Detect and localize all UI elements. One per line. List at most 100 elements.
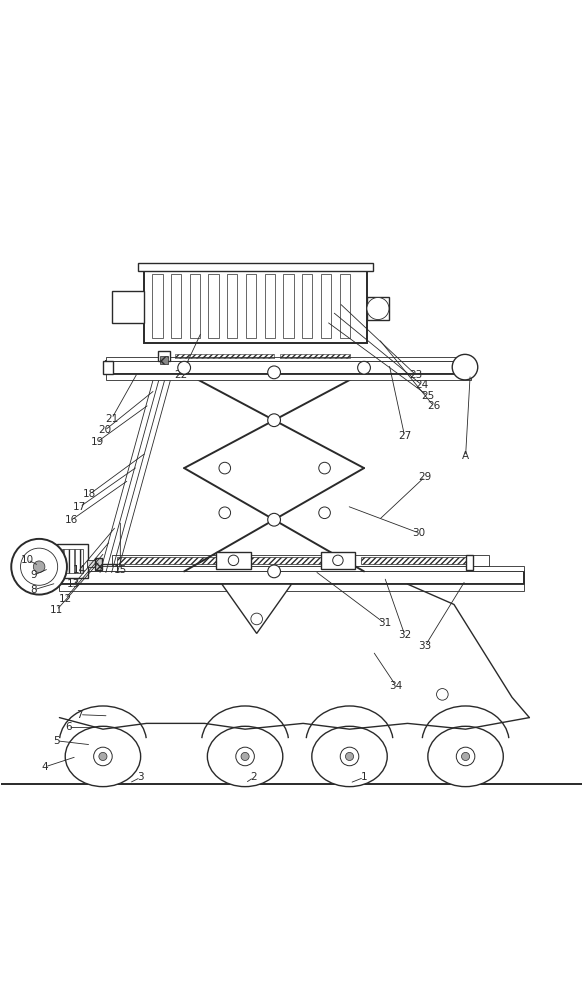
Circle shape xyxy=(340,747,359,766)
Circle shape xyxy=(229,555,238,566)
Text: 20: 20 xyxy=(98,425,111,435)
Circle shape xyxy=(219,462,231,474)
Text: 7: 7 xyxy=(76,710,83,720)
Bar xyxy=(62,549,83,573)
Bar xyxy=(283,274,294,338)
Bar xyxy=(246,274,256,338)
Bar xyxy=(152,274,163,338)
Text: A: A xyxy=(462,451,469,461)
Bar xyxy=(367,297,389,320)
Text: 5: 5 xyxy=(53,736,60,746)
Text: 33: 33 xyxy=(419,641,431,651)
Text: 30: 30 xyxy=(413,528,426,538)
Bar xyxy=(227,274,237,338)
Bar xyxy=(302,274,312,338)
Circle shape xyxy=(437,689,448,700)
Text: 1: 1 xyxy=(361,772,367,782)
Text: 24: 24 xyxy=(416,380,429,390)
Bar xyxy=(466,555,473,570)
Circle shape xyxy=(33,561,45,573)
Bar xyxy=(138,263,373,271)
Text: 15: 15 xyxy=(114,565,127,575)
Bar xyxy=(59,571,524,584)
Text: 12: 12 xyxy=(58,594,72,604)
Bar xyxy=(460,361,470,374)
Text: 8: 8 xyxy=(30,585,37,595)
Text: 22: 22 xyxy=(175,370,188,380)
Text: 6: 6 xyxy=(65,722,72,732)
Bar xyxy=(189,274,200,338)
Text: 29: 29 xyxy=(419,472,431,482)
Bar xyxy=(57,544,89,578)
Circle shape xyxy=(462,752,470,761)
Text: 25: 25 xyxy=(422,391,434,401)
Bar xyxy=(106,361,472,374)
Bar xyxy=(59,566,524,571)
Bar xyxy=(209,274,219,338)
Text: 26: 26 xyxy=(427,401,440,411)
Text: 19: 19 xyxy=(90,437,104,447)
Text: 14: 14 xyxy=(73,565,86,575)
Bar xyxy=(361,557,466,564)
Bar xyxy=(143,271,367,343)
Circle shape xyxy=(268,513,280,526)
Text: 10: 10 xyxy=(21,555,34,565)
Bar xyxy=(280,354,350,358)
Circle shape xyxy=(319,462,331,474)
Bar xyxy=(106,357,472,361)
Text: 27: 27 xyxy=(398,431,411,441)
Bar xyxy=(160,356,168,364)
Text: 32: 32 xyxy=(398,630,411,640)
Circle shape xyxy=(268,366,280,379)
Bar xyxy=(171,274,181,338)
Text: 3: 3 xyxy=(138,772,144,782)
Bar xyxy=(175,354,274,358)
Text: 18: 18 xyxy=(83,489,96,499)
Circle shape xyxy=(367,298,389,320)
Circle shape xyxy=(99,752,107,761)
Bar xyxy=(117,557,350,564)
Ellipse shape xyxy=(312,726,387,787)
Circle shape xyxy=(241,752,249,761)
Bar xyxy=(106,374,472,380)
Text: 17: 17 xyxy=(73,502,86,512)
Ellipse shape xyxy=(65,726,141,787)
Polygon shape xyxy=(222,584,292,633)
Circle shape xyxy=(346,752,353,761)
Text: 34: 34 xyxy=(389,681,403,691)
Text: 4: 4 xyxy=(41,762,48,772)
Circle shape xyxy=(357,361,370,374)
Text: 21: 21 xyxy=(105,414,118,424)
Bar xyxy=(111,291,143,323)
Text: 13: 13 xyxy=(67,579,80,589)
Bar xyxy=(216,552,251,569)
Bar xyxy=(96,558,103,570)
Circle shape xyxy=(268,414,280,427)
Circle shape xyxy=(236,747,254,766)
Circle shape xyxy=(333,555,343,566)
Bar xyxy=(321,552,355,569)
Text: 11: 11 xyxy=(50,605,63,615)
Bar xyxy=(59,584,524,591)
Text: 31: 31 xyxy=(378,618,391,628)
Bar xyxy=(339,274,350,338)
Text: 9: 9 xyxy=(30,570,37,580)
Bar xyxy=(103,361,113,374)
Circle shape xyxy=(20,548,58,585)
Bar xyxy=(321,274,331,338)
Circle shape xyxy=(219,507,231,519)
Circle shape xyxy=(268,565,280,578)
Circle shape xyxy=(178,361,191,374)
Ellipse shape xyxy=(428,726,503,787)
Text: 23: 23 xyxy=(410,370,423,380)
Circle shape xyxy=(452,354,477,380)
Bar xyxy=(111,555,489,566)
Bar xyxy=(158,351,170,361)
Circle shape xyxy=(319,507,331,519)
Circle shape xyxy=(251,613,262,625)
Text: 2: 2 xyxy=(251,772,257,782)
Bar xyxy=(87,560,99,567)
Circle shape xyxy=(94,747,112,766)
Circle shape xyxy=(11,539,67,595)
Text: 16: 16 xyxy=(64,515,78,525)
